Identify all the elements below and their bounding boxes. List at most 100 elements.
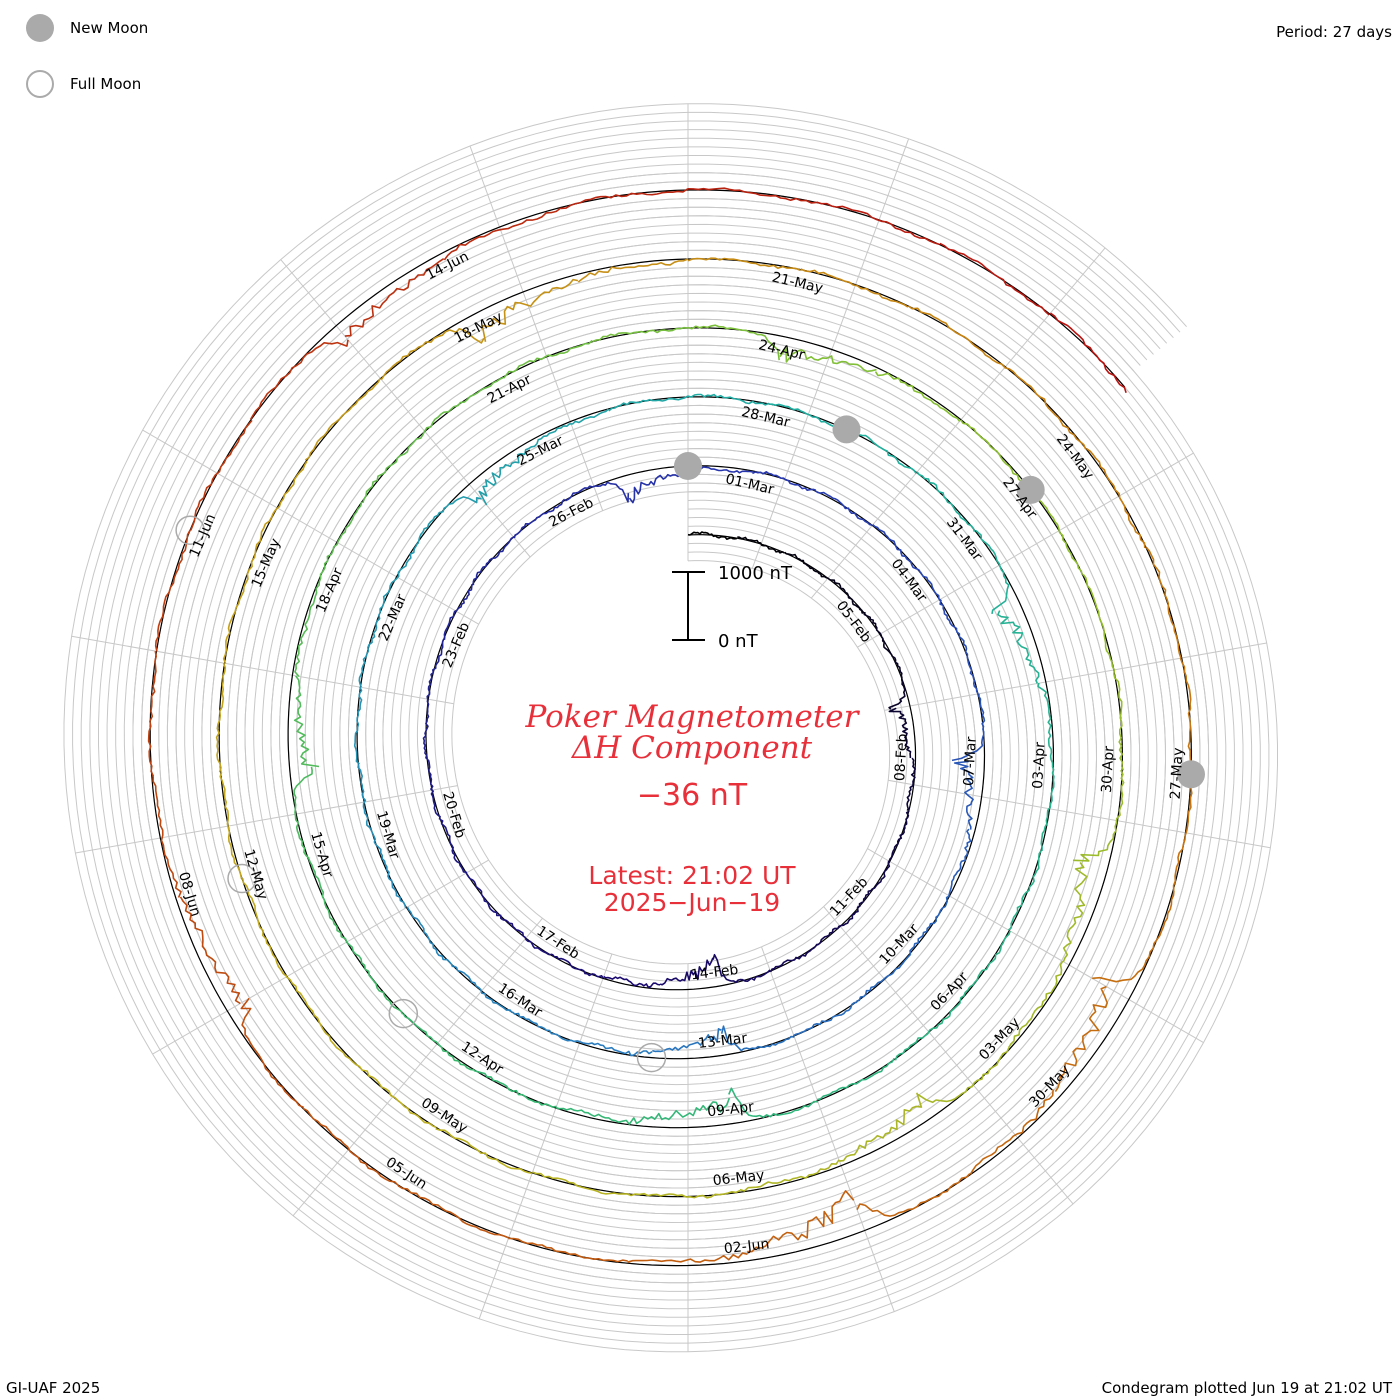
full-moon-marker [636, 1042, 667, 1073]
data-trace-segment [503, 339, 593, 379]
data-trace-segment [1092, 890, 1175, 983]
plotted-label: Condegram plotted Jun 19 at 21:02 UT [1101, 1379, 1392, 1397]
data-trace-segment [769, 943, 820, 973]
moon-markers [175, 415, 1205, 1073]
data-trace-segment [839, 1092, 923, 1162]
data-trace-segment [550, 953, 604, 979]
data-trace-segment [1082, 574, 1115, 671]
data-trace-segment [997, 610, 1040, 684]
full-moon-marker [388, 998, 419, 1029]
data-trace-segment [565, 481, 630, 503]
data-trace-segment [1007, 850, 1042, 931]
data-trace-segment [888, 707, 912, 759]
data-trace-segment [532, 1171, 636, 1197]
data-trace-segment [179, 896, 241, 1005]
data-trace-segment [481, 278, 579, 342]
date-label: 12-May [240, 847, 270, 901]
data-trace-segment [1054, 985, 1108, 1093]
data-trace-segment [747, 1190, 855, 1253]
data-trace-segment [953, 760, 974, 830]
data-trace-segment [513, 498, 566, 539]
grid-spoke [751, 138, 910, 569]
data-trace-segment [784, 551, 829, 579]
data-trace-segment [948, 828, 972, 896]
date-label: 06-May [712, 1167, 765, 1189]
data-trace-segment [417, 496, 482, 545]
data-trace-segment [687, 187, 817, 204]
data-trace-segment [917, 1047, 1010, 1104]
data-trace-segment [818, 905, 860, 945]
date-label: 07-Mar [961, 736, 980, 786]
period-label: Period: 27 days [1276, 23, 1392, 41]
grid-spiral [98, 137, 1244, 1318]
data-trace-segment [728, 1087, 818, 1118]
data-trace-segment [960, 419, 1033, 490]
data-trace-segment [379, 543, 419, 613]
scale-bar-bottom-label: 0 nT [718, 631, 759, 652]
grid-spoke [71, 635, 454, 705]
data-trace-segment [1004, 366, 1087, 450]
data-trace-segment [345, 941, 404, 1015]
date-label: 11-Jun [187, 512, 220, 560]
data-trace-segment [465, 872, 504, 921]
data-trace-segment [1085, 447, 1146, 549]
data-trace-segment [294, 585, 320, 677]
data-trace-segment [358, 611, 382, 688]
grid-spoke [280, 259, 531, 558]
data-trace [147, 187, 1193, 1263]
data-trace-segment [894, 1001, 962, 1061]
data-trace-segment [351, 1060, 437, 1129]
data-trace-segment [302, 1107, 399, 1187]
scale-bar-top-label: 1000 nT [718, 563, 793, 584]
date-label: 02-Jun [723, 1236, 770, 1257]
data-trace-segment [827, 577, 866, 614]
data-trace-segment [219, 771, 243, 879]
data-trace-segment [603, 975, 661, 988]
data-trace-segment [453, 965, 513, 1014]
data-trace-segment [1008, 960, 1064, 1049]
data-trace-segment [1145, 546, 1182, 659]
date-label: 14-Jun [424, 249, 472, 284]
data-trace-segment [579, 1040, 653, 1057]
data-trace-segment [511, 1011, 581, 1043]
grid-spiral [89, 129, 1253, 1327]
data-trace-segment [478, 443, 538, 506]
data-trace-segment [1113, 669, 1125, 771]
legend-new-moon: New Moon [26, 14, 148, 42]
data-trace-segment [249, 339, 349, 420]
date-label: 14-Feb [690, 962, 739, 983]
data-trace-segment [816, 201, 940, 246]
full-moon-marker [175, 515, 205, 545]
data-trace-segment [424, 376, 504, 432]
data-trace-segment [443, 584, 473, 640]
data-trace-segment [712, 953, 771, 984]
data-trace-segment [628, 469, 689, 504]
data-trace-segment [916, 471, 976, 532]
data-trace-segment [687, 393, 770, 406]
data-trace-segment [1072, 769, 1125, 862]
data-trace-segment [426, 639, 445, 700]
data-trace-segment [858, 860, 891, 908]
data-trace-segment [909, 895, 950, 955]
grid-spoke [761, 946, 895, 1312]
data-trace-segment [793, 1001, 858, 1037]
grid-spoke [810, 247, 1106, 599]
data-trace-segment [380, 328, 485, 381]
data-trace-segment [304, 377, 382, 461]
data-trace-segment [285, 976, 353, 1063]
date-label: 08-Feb [892, 733, 911, 782]
new-moon-marker [674, 452, 702, 480]
latest-time: Latest: 21:02 UT [588, 861, 796, 890]
data-trace-segment [215, 662, 227, 773]
new-moon-marker [1016, 475, 1045, 504]
date-label: 19-Mar [373, 809, 403, 861]
data-trace-segment [473, 1069, 557, 1108]
data-trace-segment [397, 1185, 509, 1239]
data-trace-segment [1179, 657, 1193, 775]
grid-spiral [63, 103, 1278, 1353]
legend-full-moon: Full Moon [26, 70, 141, 98]
grid-spoke [823, 906, 1074, 1205]
data-trace-segment [687, 531, 738, 540]
data-trace-segment [373, 838, 407, 909]
data-trace-segment [907, 305, 1006, 368]
